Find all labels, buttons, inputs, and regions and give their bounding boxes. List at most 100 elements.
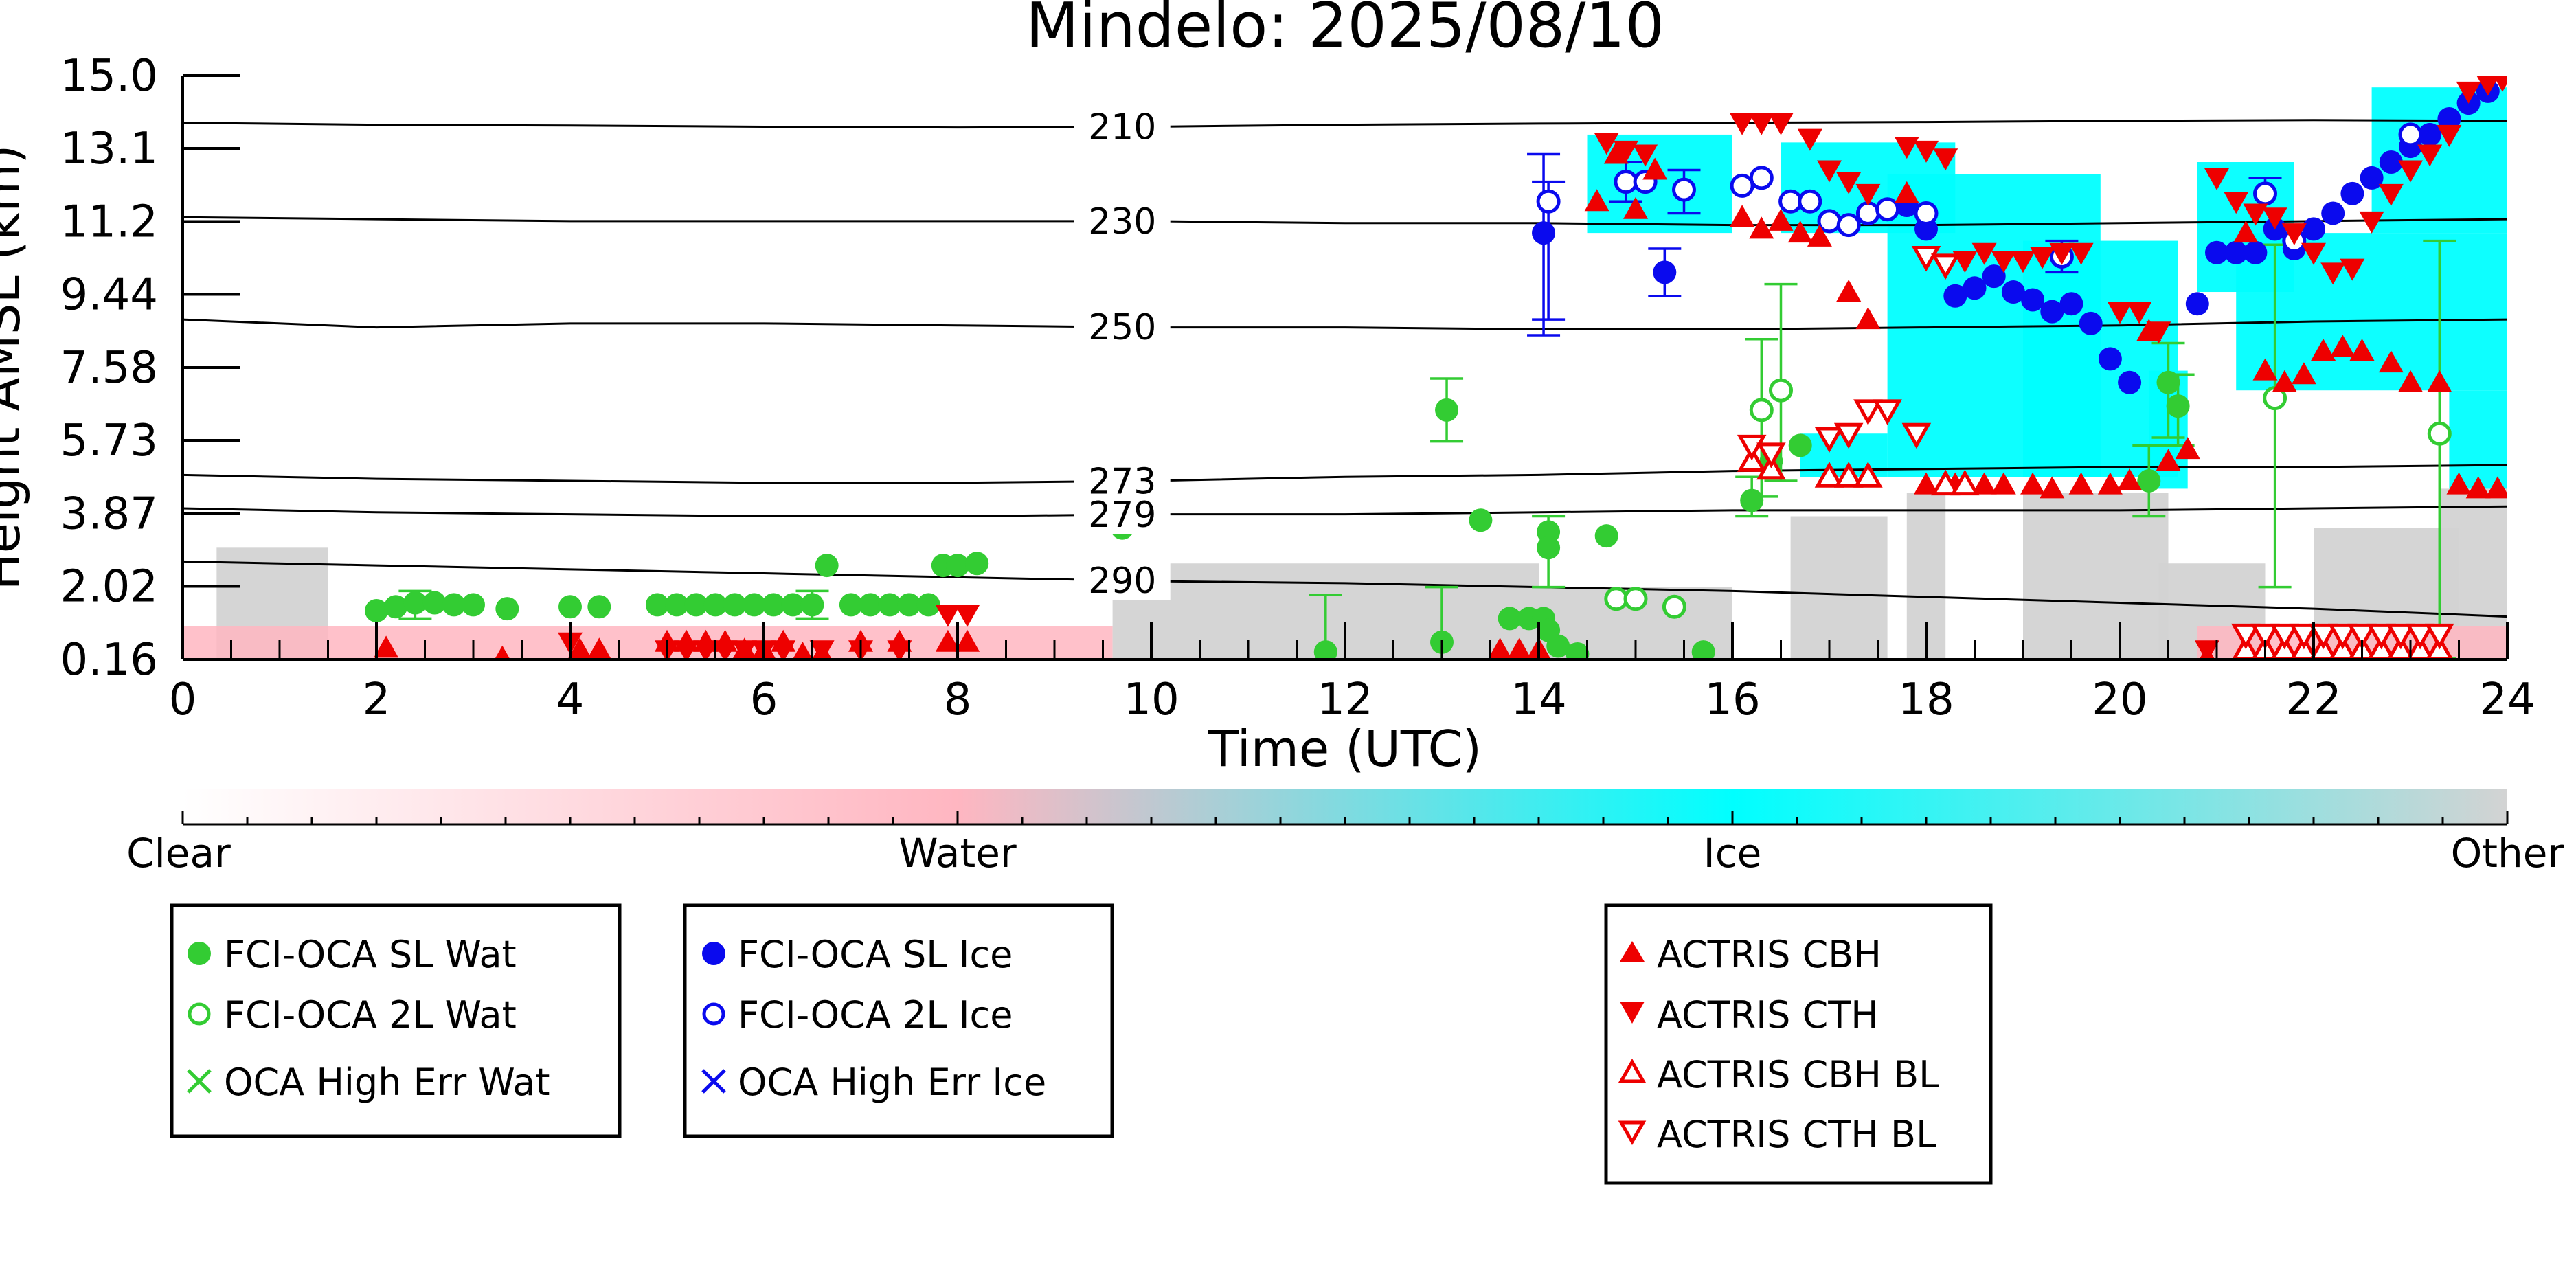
- point-fci-oca-sl-ice: [2040, 300, 2064, 324]
- point-fci-oca-sl-wat: [1498, 607, 1522, 631]
- point-fci-oca-sl-wat: [1566, 642, 1590, 659]
- legend-marker-cth-bl: [1618, 1120, 1647, 1146]
- point-actris-cth: [2262, 207, 2287, 230]
- legend-label-higherr-ice: OCA High Err Ice: [738, 1061, 1046, 1104]
- point-actris-cth: [2204, 168, 2229, 190]
- point-actris-cth: [2320, 262, 2346, 285]
- point-actris-cth: [1613, 140, 1638, 163]
- point-actris-cbh: [792, 641, 813, 659]
- point-fci-oca-sl-ice: [1943, 284, 1967, 308]
- point-actris-cbh: [1730, 205, 1755, 227]
- point-actris-cth-bl: [2231, 623, 2261, 650]
- x-tick-label: 12: [1317, 675, 1372, 725]
- y-tick-label: 15.0: [60, 51, 159, 102]
- legend-label-sl-wat: FCI-OCA SL Wat: [224, 933, 517, 976]
- point-actris-cbh: [1991, 472, 2016, 495]
- point-actris-cth: [732, 640, 757, 659]
- legend-marker-2l-ice: [702, 1002, 725, 1026]
- point-fci-oca-sl-wat: [403, 591, 427, 615]
- point-actris-cth: [2068, 242, 2094, 265]
- point-actris-cbh: [935, 629, 960, 652]
- legend-ice: FCI-OCA SL Ice FCI-OCA 2L Ice OCA High E…: [683, 903, 1114, 1138]
- point-fci-oca-sl-ice: [1532, 221, 1556, 245]
- point-actris-cth: [1817, 160, 1842, 183]
- isotherm-line-273: [183, 464, 2507, 484]
- x-tick-label: 8: [944, 675, 972, 725]
- legend-label-2l-ice: FCI-OCA 2L Ice: [738, 993, 1013, 1037]
- point-actris-cth: [2476, 76, 2500, 96]
- point-actris-cbh: [587, 637, 612, 659]
- x-tick-label: 10: [1123, 675, 1179, 725]
- point-fci-oca-sl-ice: [2079, 311, 2103, 335]
- point-actris-cth: [1952, 251, 1978, 273]
- data-points: [365, 76, 2507, 659]
- x-tick-label: 16: [1704, 675, 1760, 725]
- point-actris-cth: [1797, 128, 1822, 151]
- colorbar-label-ice: Ice: [1704, 830, 1762, 877]
- point-actris-cbh: [2040, 476, 2065, 499]
- point-fci-oca-sl-wat: [587, 595, 611, 619]
- point-actris-cth: [2224, 192, 2249, 214]
- point-fci-oca-sl-wat: [684, 593, 708, 617]
- point-actris-cth-bl: [2308, 623, 2338, 650]
- isotherm-label-bg-210: [1074, 107, 1171, 146]
- point-actris-cth-bl: [1930, 253, 1961, 280]
- x-tick-label: 4: [556, 675, 585, 725]
- point-actris-cth: [1991, 251, 2016, 273]
- point-actris-cbh: [2252, 358, 2278, 381]
- point-fci-oca-sl-wat: [762, 593, 786, 617]
- legend-water-frame: [170, 903, 622, 1138]
- point-actris-cth: [2049, 242, 2075, 265]
- isotherm-line-279: [183, 505, 2507, 518]
- point-actris-cbh: [1768, 208, 1794, 231]
- colorbar-label-other: Other: [2451, 830, 2564, 877]
- point-actris-cth-bl: [2366, 623, 2396, 650]
- point-actris-cth: [2146, 321, 2171, 344]
- point-fci-oca-sl-wat: [495, 597, 519, 621]
- error-bar: [1527, 152, 1561, 337]
- point-actris-cth-bl: [1853, 399, 1883, 425]
- legend-ice-frame: [683, 903, 1114, 1138]
- point-fci-oca-sl-wat: [1594, 524, 1618, 548]
- point-fci-oca-2l-ice: [1614, 170, 1638, 194]
- point-actris-cth: [674, 640, 699, 659]
- point-actris-cth-bl: [1756, 442, 1786, 468]
- point-fci-oca-sl-ice: [2360, 166, 2384, 190]
- point-actris-cth: [2359, 211, 2384, 234]
- point-actris-cbh: [2272, 370, 2297, 392]
- point-fci-oca-2l-ice: [1855, 201, 1880, 225]
- x-tick-label: 6: [750, 675, 778, 725]
- colorbar-label-water: Water: [899, 830, 1017, 877]
- isotherm-label-bg-290: [1074, 561, 1171, 600]
- x-tick-label: 20: [2092, 675, 2147, 725]
- x-axis-label: Time (UTC): [1208, 720, 1482, 778]
- point-actris-cth: [1914, 140, 1939, 163]
- point-fci-oca-2l-ice: [1817, 209, 1842, 234]
- chart-title: Mindelo: 2025/08/10: [1026, 0, 1664, 62]
- point-fci-oca-sl-wat: [558, 595, 582, 619]
- point-actris-cth-bl: [1814, 427, 1844, 453]
- point-actris-cth: [2493, 76, 2507, 92]
- point-fci-oca-sl-wat: [1788, 433, 1812, 457]
- point-actris-cth-bl: [2328, 623, 2358, 650]
- point-actris-cbh: [374, 635, 399, 658]
- point-fci-oca-2l-ice: [1914, 201, 1939, 225]
- point-fci-oca-2l-ice: [1875, 197, 1900, 222]
- point-actris-cth: [2030, 247, 2055, 269]
- point-fci-oca-sl-wat: [422, 591, 447, 615]
- point-actris-cth: [2127, 302, 2152, 324]
- point-fci-oca-sl-ice: [2098, 347, 2122, 371]
- point-fci-oca-sl-wat: [2166, 394, 2190, 418]
- point-actris-cth: [1855, 183, 1881, 206]
- point-fci-oca-sl-wat: [897, 593, 921, 617]
- point-fci-oca-sl-wat: [645, 593, 669, 617]
- point-fci-oca-sl-ice: [2340, 181, 2364, 205]
- point-actris-cbh: [1787, 221, 1813, 243]
- point-actris-cbh: [2068, 472, 2094, 495]
- point-actris-cth: [2437, 124, 2462, 147]
- isotherm-label-250: 250: [1088, 307, 1156, 348]
- point-actris-cbh-bl: [1853, 462, 1883, 488]
- point-actris-cbh: [2175, 437, 2200, 460]
- point-fci-oca-sl-wat: [462, 593, 485, 617]
- point-actris-cbh: [2097, 472, 2123, 495]
